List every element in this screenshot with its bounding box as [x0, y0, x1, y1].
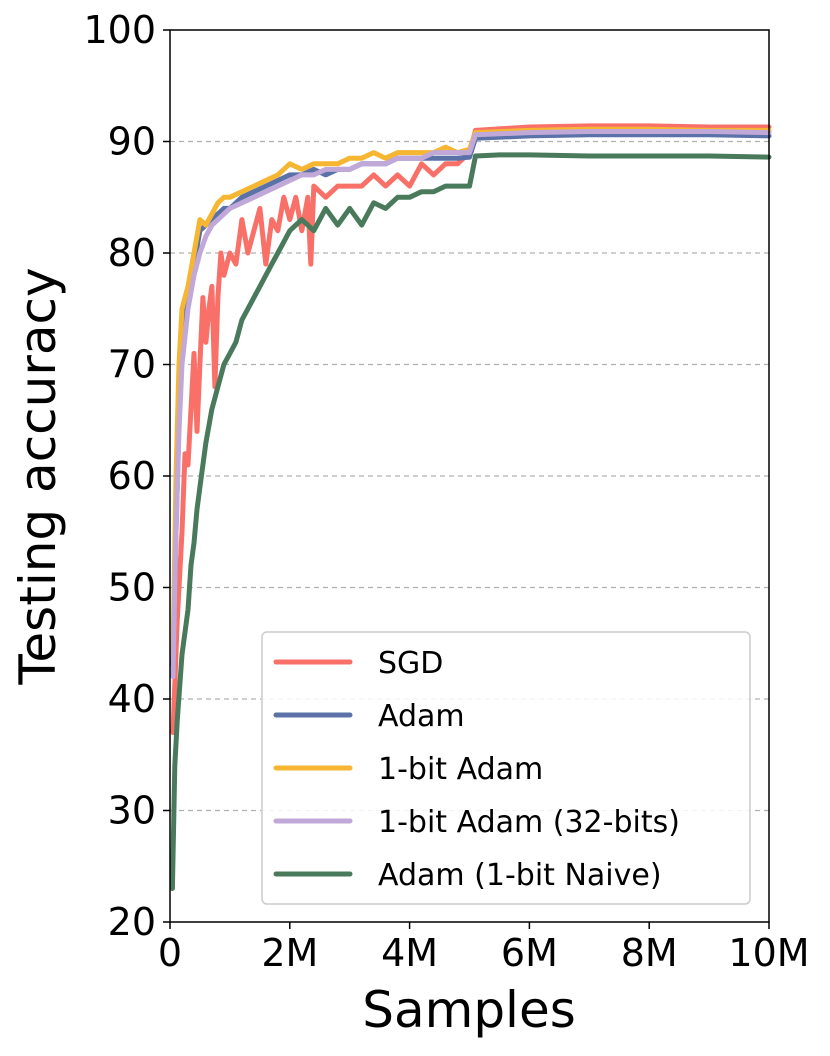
- series-line-0: [170, 123, 772, 735]
- legend-label-0: SGD: [378, 646, 443, 681]
- x-tick-label-1: 2M: [261, 931, 318, 975]
- series-line-4: [169, 152, 772, 891]
- y-tick-label-7: 90: [108, 120, 156, 164]
- x-tick-label-5: 10M: [728, 931, 809, 975]
- legend-label-3: 1-bit Adam (32-bits): [378, 805, 680, 840]
- x-axis-label: Samples: [362, 981, 576, 1039]
- y-tick-label-5: 70: [108, 343, 156, 387]
- series-line-3: [170, 129, 772, 680]
- x-tick-label-4: 8M: [621, 931, 678, 975]
- legend-label-2: 1-bit Adam: [378, 752, 543, 787]
- y-tick-label-1: 30: [108, 789, 156, 833]
- series-lines: [169, 123, 772, 891]
- series-line-2: [170, 126, 772, 657]
- x-tick-label-0: 0: [158, 931, 182, 975]
- x-tick-label-2: 4M: [381, 931, 438, 975]
- legend-label-4: Adam (1-bit Naive): [378, 858, 662, 893]
- x-tick-label-3: 6M: [501, 931, 558, 975]
- legend-box: [261, 631, 751, 905]
- y-tick-label-4: 60: [108, 454, 156, 498]
- legend-label-1: Adam: [378, 699, 465, 734]
- y-tick-label-2: 40: [108, 677, 156, 721]
- legend: SGD Adam 1-bit Adam 1-bit Adam (32-bits) Ada…: [261, 631, 751, 905]
- y-axis-label: Testing accuracy: [9, 267, 67, 685]
- y-tick-label-8: 100: [83, 8, 156, 52]
- axis-ticks: 0 2M 4M 6M 8M 10M 20 30 40 50 60 70 80 90 100: [83, 8, 809, 975]
- y-tick-label-0: 20: [108, 900, 156, 944]
- y-tick-label-3: 50: [108, 566, 156, 610]
- y-tick-label-6: 80: [108, 231, 156, 275]
